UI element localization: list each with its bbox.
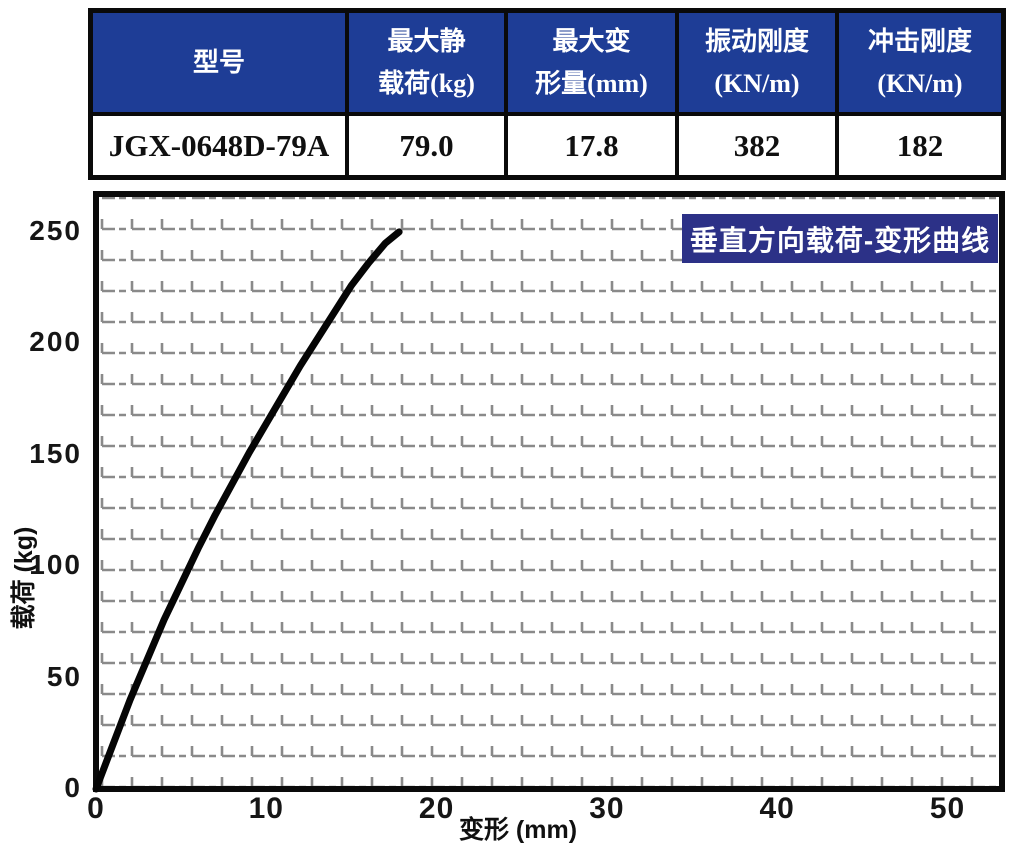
y-tick-label: 0	[64, 772, 82, 803]
cell-vibration-stiffness: 382	[679, 116, 839, 175]
header-impact-stiffness: 冲击刚度 (KN/m)	[839, 13, 1001, 112]
spec-table-data-row: JGX-0648D-79A 79.0 17.8 382 182	[93, 116, 1001, 175]
spec-table: 型号 最大静 载荷(kg) 最大变 形量(mm) 振动刚度 (KN/m) 冲击刚…	[88, 8, 1006, 180]
header-line: 振动刚度	[704, 26, 809, 56]
cell-model: JGX-0648D-79A	[93, 116, 349, 175]
header-line: 最大变	[552, 26, 631, 56]
header-model: 型号	[93, 13, 349, 112]
y-tick-label: 150	[29, 437, 82, 469]
x-axis-label: 变形 (mm)	[458, 816, 578, 844]
header-line: (KN/m)	[714, 68, 800, 98]
y-tick-label: 50	[46, 660, 82, 692]
load-deflection-curve	[92, 228, 403, 793]
header-line: 冲击刚度	[867, 26, 972, 56]
x-tick-label: 30	[589, 792, 625, 825]
header-line: 形量(mm)	[535, 68, 648, 98]
x-tick-label: 40	[759, 792, 795, 825]
chart-title-badge: 垂直方向载荷-变形曲线	[682, 214, 998, 263]
spec-table-header-row: 型号 最大静 载荷(kg) 最大变 形量(mm) 振动刚度 (KN/m) 冲击刚…	[93, 13, 1001, 116]
y-tick-label: 100	[29, 549, 82, 581]
y-tick-label: 250	[29, 214, 82, 246]
cell-max-deformation: 17.8	[508, 116, 679, 175]
cell-max-static-load: 79.0	[349, 116, 508, 175]
header-line: 最大静	[387, 26, 466, 56]
x-tick-label: 50	[929, 792, 966, 825]
cell-impact-stiffness: 182	[839, 116, 1001, 175]
header-vibration-stiffness: 振动刚度 (KN/m)	[679, 13, 839, 112]
header-line: 载荷(kg)	[378, 68, 475, 98]
header-max-deformation: 最大变 形量(mm)	[508, 13, 679, 112]
x-tick-label: 10	[248, 792, 284, 825]
x-tick-label: 0	[87, 792, 105, 825]
header-max-static-load: 最大静 载荷(kg)	[349, 13, 508, 112]
header-model-label: 型号	[192, 47, 245, 77]
plot-border	[93, 191, 1005, 792]
x-tick-label: 20	[418, 792, 455, 825]
y-tick-label: 200	[29, 326, 82, 358]
header-line: (KN/m)	[877, 68, 963, 98]
